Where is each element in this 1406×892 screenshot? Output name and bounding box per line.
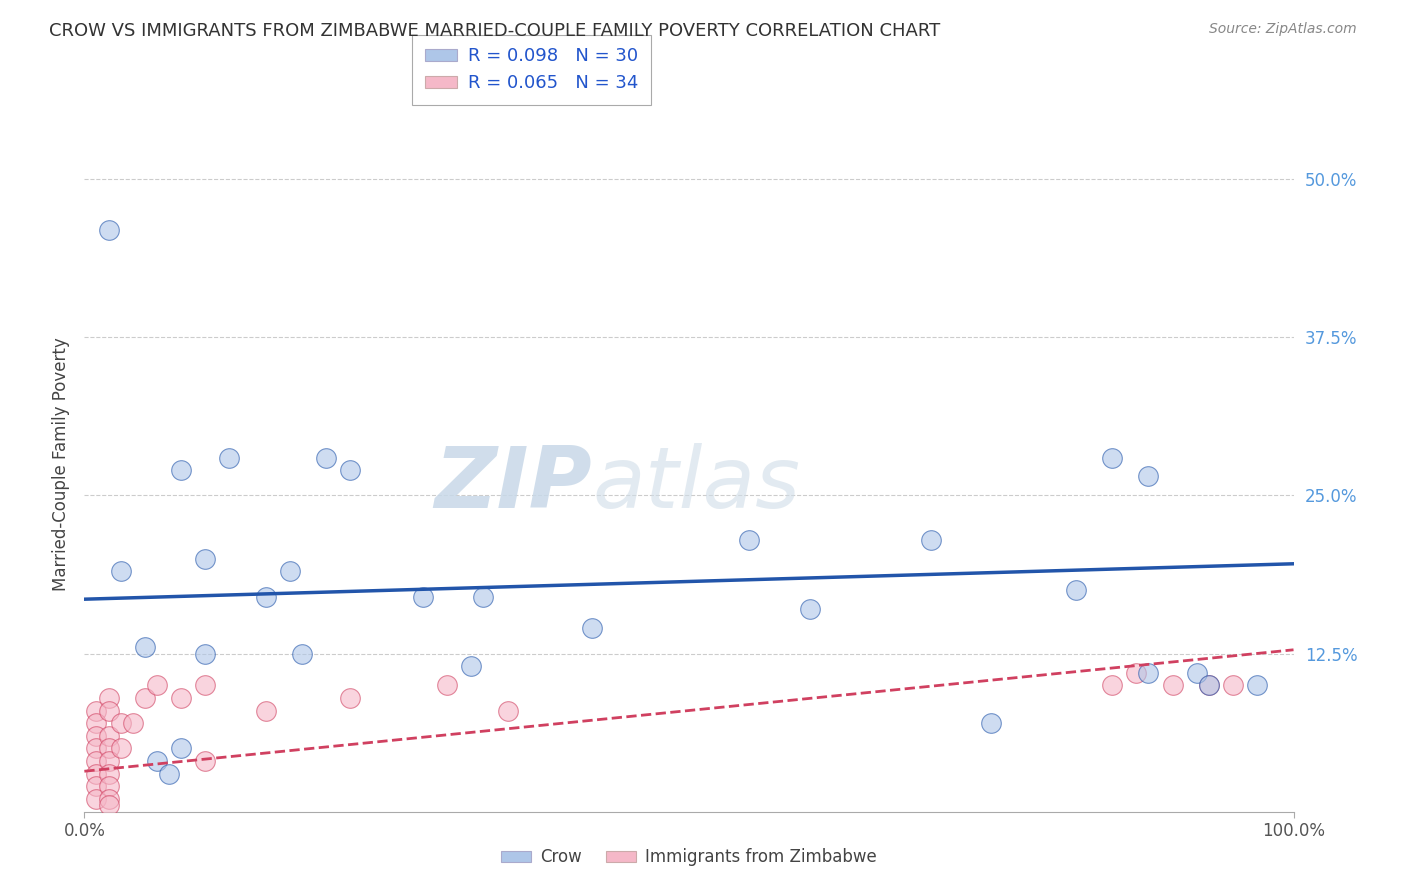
Text: ZIP: ZIP <box>434 443 592 526</box>
Point <box>339 463 361 477</box>
Point <box>472 590 495 604</box>
Point <box>86 754 108 768</box>
Point <box>110 565 132 579</box>
Point <box>97 754 120 768</box>
Y-axis label: Married-Couple Family Poverty: Married-Couple Family Poverty <box>52 337 70 591</box>
Point <box>1101 678 1123 692</box>
Point <box>412 590 434 604</box>
Point <box>980 716 1002 731</box>
Point <box>86 766 108 780</box>
Point <box>738 533 761 547</box>
Text: Source: ZipAtlas.com: Source: ZipAtlas.com <box>1209 22 1357 37</box>
Point <box>1137 469 1160 483</box>
Point <box>146 754 169 768</box>
Legend: Crow, Immigrants from Zimbabwe: Crow, Immigrants from Zimbabwe <box>495 842 883 873</box>
Point <box>254 590 277 604</box>
Point <box>97 704 120 718</box>
Point <box>218 450 240 465</box>
Point <box>134 640 156 655</box>
Point <box>97 792 120 806</box>
Point <box>97 798 120 813</box>
Point <box>97 223 120 237</box>
Point <box>86 716 108 731</box>
Point <box>1198 678 1220 692</box>
Point <box>86 792 108 806</box>
Point <box>1064 583 1087 598</box>
Point <box>97 690 120 705</box>
Point <box>86 729 108 743</box>
Point <box>86 741 108 756</box>
Point <box>170 690 193 705</box>
Point <box>315 450 337 465</box>
Point <box>194 678 217 692</box>
Point <box>194 754 217 768</box>
Text: atlas: atlas <box>592 443 800 526</box>
Point <box>920 533 942 547</box>
Point <box>97 729 120 743</box>
Point <box>291 647 314 661</box>
Point <box>436 678 458 692</box>
Point <box>121 716 143 731</box>
Point <box>339 690 361 705</box>
Point <box>86 780 108 794</box>
Text: CROW VS IMMIGRANTS FROM ZIMBABWE MARRIED-COUPLE FAMILY POVERTY CORRELATION CHART: CROW VS IMMIGRANTS FROM ZIMBABWE MARRIED… <box>49 22 941 40</box>
Point <box>1198 678 1220 692</box>
Point <box>254 704 277 718</box>
Point <box>1246 678 1268 692</box>
Point <box>86 704 108 718</box>
Point <box>170 463 193 477</box>
Point <box>97 741 120 756</box>
Point <box>97 766 120 780</box>
Point <box>1125 665 1147 680</box>
Point <box>194 647 217 661</box>
Point <box>496 704 519 718</box>
Point <box>1161 678 1184 692</box>
Point <box>1185 665 1208 680</box>
Point <box>1137 665 1160 680</box>
Point <box>194 551 217 566</box>
Point <box>110 741 132 756</box>
Point <box>1222 678 1244 692</box>
Point <box>581 621 603 635</box>
Point <box>97 780 120 794</box>
Point <box>170 741 193 756</box>
Point <box>110 716 132 731</box>
Point <box>799 602 821 616</box>
Point <box>157 766 180 780</box>
Point <box>278 565 301 579</box>
Point <box>460 659 482 673</box>
Point <box>134 690 156 705</box>
Point <box>146 678 169 692</box>
Point <box>1101 450 1123 465</box>
